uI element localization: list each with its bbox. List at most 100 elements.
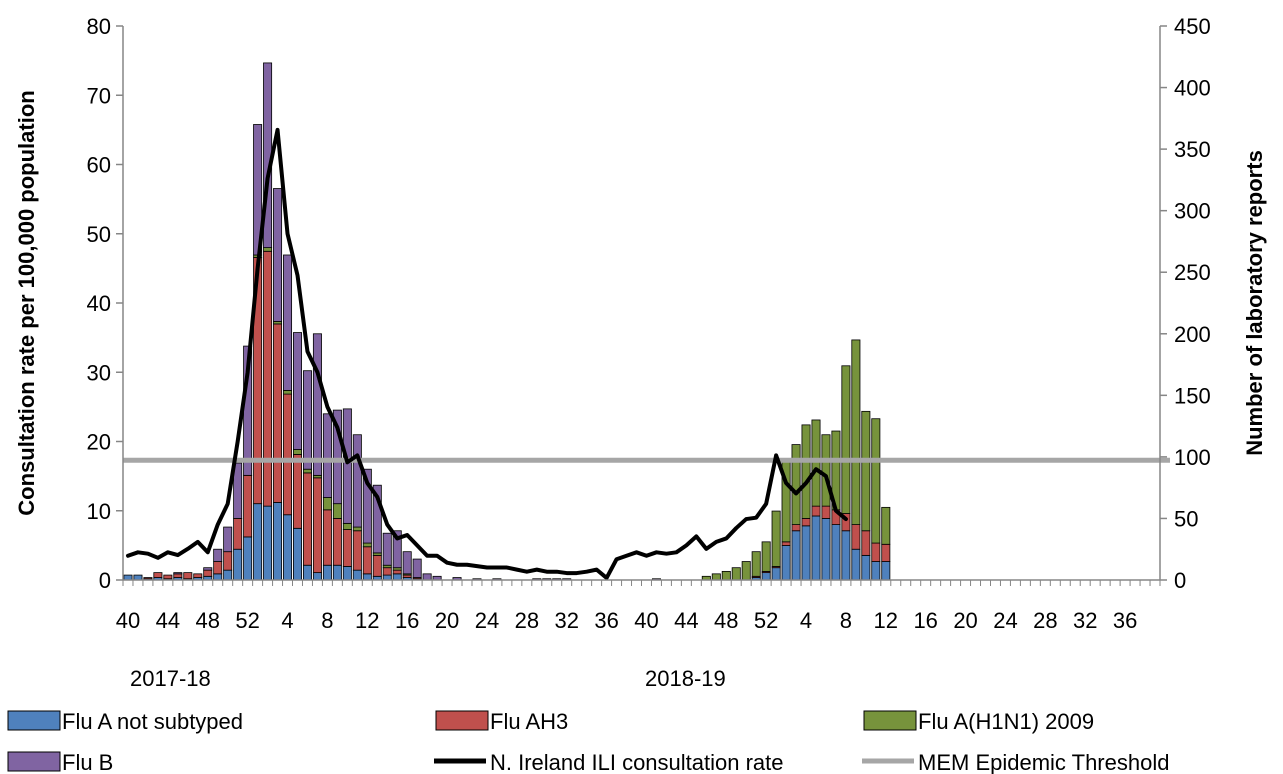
bar-flu-a-h1n1-2009-23 [352,526,362,532]
bar-flu-ah3-76 [881,543,891,562]
bar-flu-ah3-3 [153,572,163,578]
season-label-2017-18: 2017-18 [130,666,211,691]
legend-label-mem-threshold: MEM Epidemic Threshold [918,750,1169,774]
bar-flu-a-not-subtyped-16 [283,514,293,581]
bar-flu-b-16 [283,254,293,391]
x-tick-label-1: 44 [156,608,180,633]
bar-flu-a-not-subtyped-65 [771,567,781,581]
x-tick-label-21: 20 [953,608,977,633]
x-tick-label-15: 48 [714,608,738,633]
bar-flu-ah3-26 [382,567,392,576]
x-tick-label-23: 28 [1033,608,1057,633]
bar-flu-ah3-24 [362,546,372,575]
bar-flu-b-27 [392,530,402,569]
bar-flu-ah3-67 [791,524,801,532]
legend-label-flu-b: Flu B [62,750,113,774]
bar-flu-ah3-4 [163,574,173,580]
x-tick-label-9: 24 [475,608,499,633]
y2-tick-label-7: 350 [1174,137,1211,162]
bar-flu-a-h1n1-2009-14 [263,247,273,252]
bar-flu-a-not-subtyped-69 [811,515,821,581]
bar-flu-ah3-2 [143,577,153,580]
bar-flu-ah3-8 [203,569,213,577]
legend: Flu A not subtyped Flu AH3 Flu A(H1N1) 2… [7,709,1169,774]
bar-flu-b-30 [422,573,432,581]
bar-flu-b-20 [322,413,332,498]
bar-flu-ah3-66 [781,541,791,546]
bar-flu-a-h1n1-2009-60 [721,570,731,581]
bar-flu-a-h1n1-2009-20 [322,497,332,511]
legend-label-ili-rate: N. Ireland ILI consultation rate [490,750,784,774]
y-tick-label-8: 80 [87,14,111,39]
legend-item-flu-a-not-subtyped: Flu A not subtyped [7,709,243,734]
bar-flu-a-h1n1-2009-16 [283,390,293,395]
y-axis-title: Consultation rate per 100,000 population [14,90,39,515]
bar-flu-a-not-subtyped-24 [362,573,372,581]
x-tick-label-0: 40 [116,608,140,633]
y-tick-label-3: 30 [87,360,111,385]
bar-flu-a-not-subtyped-68 [801,525,811,581]
bar-flu-a-not-subtyped-12 [243,536,253,581]
y-tick-label-6: 60 [87,153,111,178]
y-tick-label-1: 10 [87,499,111,524]
season-label-2018-19: 2018-19 [645,666,726,691]
bar-flu-a-not-subtyped-67 [791,530,801,581]
bar-flu-ah3-7 [193,573,203,578]
legend-item-mem-threshold: MEM Epidemic Threshold [862,750,1169,774]
lines-layer [123,127,1170,580]
y-tick-label-2: 20 [87,430,111,455]
bar-flu-a-not-subtyped-71 [831,524,841,581]
bar-flu-ah3-20 [322,509,332,566]
legend-item-flu-ah3: Flu AH3 [435,709,568,734]
bar-flu-ah3-9 [213,561,223,575]
x-tick-label-20: 16 [913,608,937,633]
legend-swatch-flu-b [7,751,61,772]
bar-flu-ah3-15 [273,323,283,503]
bar-flu-ah3-14 [263,250,273,507]
legend-item-flu-a-h1n1-2009: Flu A(H1N1) 2009 [863,709,1094,734]
bar-flu-ah3-19 [312,477,322,574]
bar-flu-b-15 [273,188,283,322]
bar-flu-ah3-25 [372,554,382,577]
x-tick-label-16: 52 [754,608,778,633]
bar-flu-a-h1n1-2009-70 [821,434,831,507]
bar-flu-a-not-subtyped-10 [223,569,233,581]
bar-flu-ah3-12 [243,474,253,538]
bar-flu-a-h1n1-2009-76 [881,506,891,545]
bar-flu-a-not-subtyped-17 [293,527,302,581]
bar-flu-ah3-17 [293,454,302,529]
y2-tick-label-6: 300 [1174,199,1211,224]
bar-flu-a-h1n1-2009-59 [711,573,721,581]
legend-swatch-flu-ah3 [435,710,489,731]
bar-flu-a-h1n1-2009-73 [851,339,861,525]
x-tick-label-8: 20 [435,608,459,633]
bar-flu-a-not-subtyped-64 [761,572,771,581]
bar-flu-a-not-subtyped-21 [332,564,342,581]
x-tick-label-4: 4 [281,608,293,633]
bar-flu-a-h1n1-2009-75 [871,418,881,544]
bar-flu-a-h1n1-2009-63 [751,551,761,577]
x-tick-label-13: 40 [634,608,658,633]
bar-flu-a-h1n1-2009-21 [332,503,342,519]
bar-flu-a-h1n1-2009-17 [293,449,302,455]
bar-flu-ah3-68 [801,518,811,527]
x-tick-label-6: 12 [355,608,379,633]
x-tick-label-11: 32 [554,608,578,633]
bar-flu-a-not-subtyped-75 [871,561,881,581]
x-tick-label-7: 16 [395,608,419,633]
bar-flu-a-not-subtyped-9 [213,573,223,581]
x-tick-label-10: 28 [515,608,539,633]
x-tick-label-19: 12 [874,608,898,633]
bar-flu-a-h1n1-2009-68 [801,424,811,519]
y-tick-label-5: 50 [87,222,111,247]
legend-item-flu-b: Flu B [7,750,113,774]
bar-flu-a-not-subtyped-13 [253,503,263,581]
bar-flu-a-not-subtyped-18 [302,564,312,581]
bar-flu-a-not-subtyped-72 [841,530,851,581]
bar-flu-a-h1n1-2009-65 [771,510,781,567]
x-tick-label-12: 36 [594,608,618,633]
y-tick-label-4: 40 [87,291,111,316]
bar-flu-a-not-subtyped-27 [392,573,402,581]
x-tick-label-25: 36 [1113,608,1137,633]
